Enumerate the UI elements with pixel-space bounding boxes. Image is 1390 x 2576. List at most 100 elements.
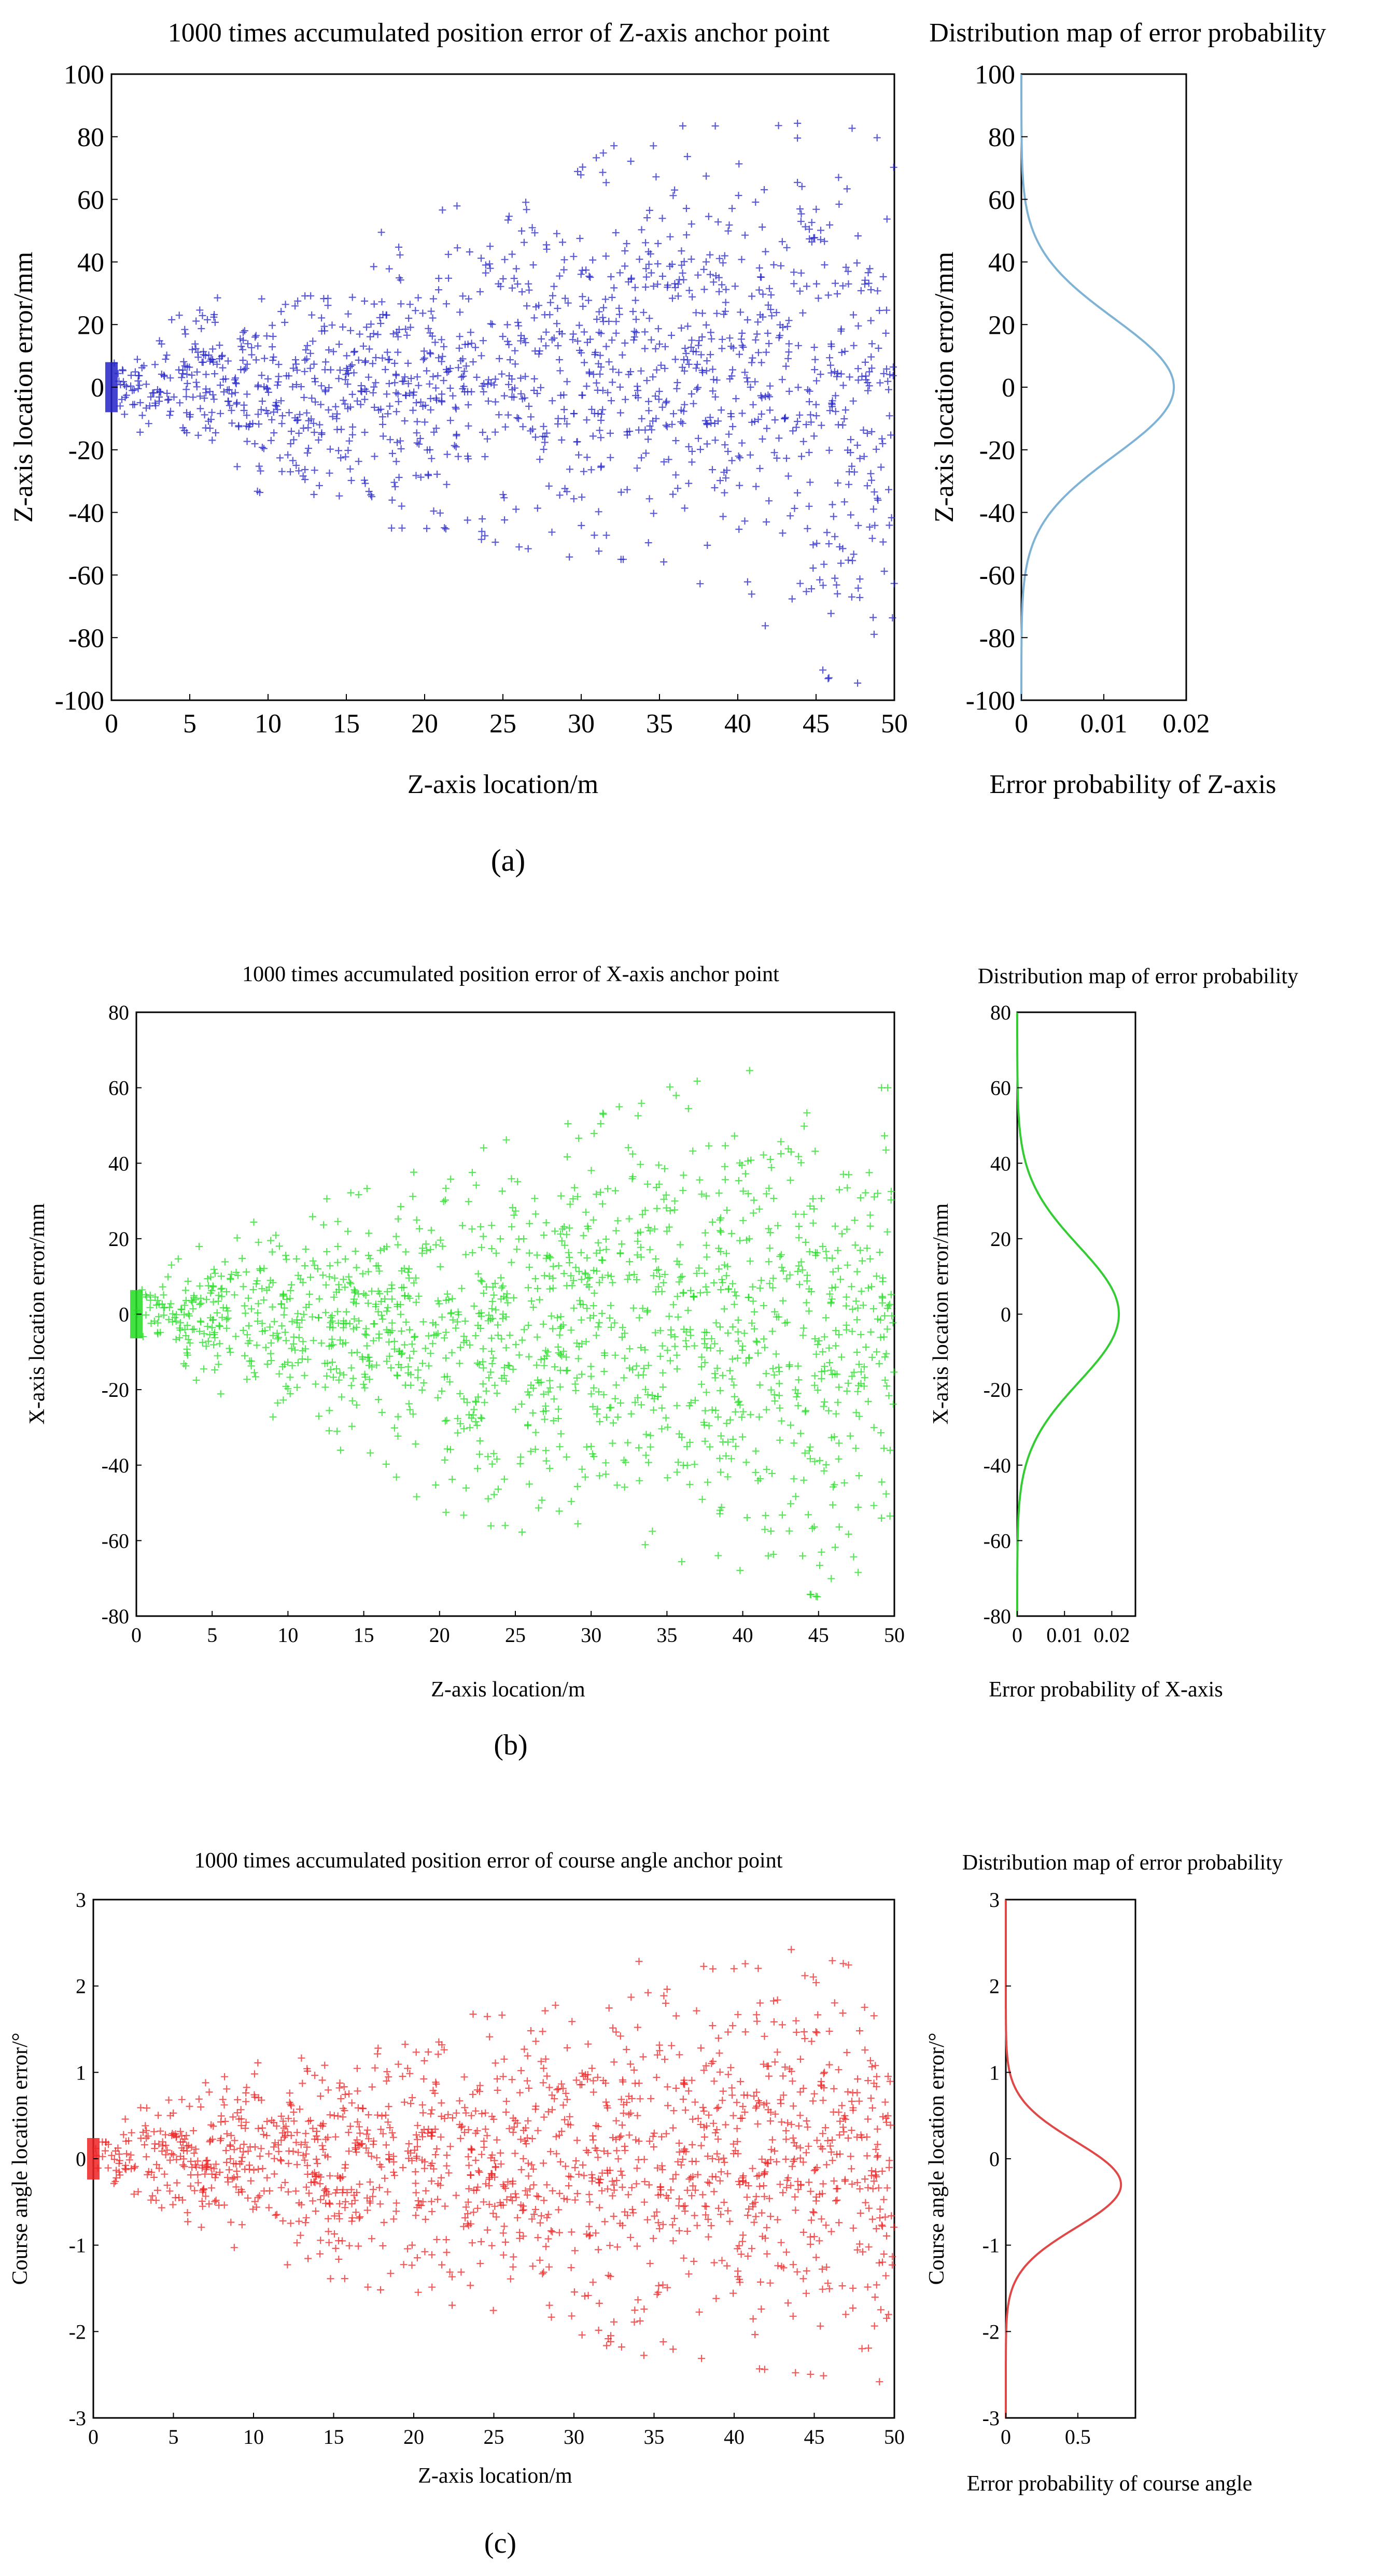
x-tick-label: 50 — [884, 1623, 905, 1647]
scatter-point — [710, 278, 718, 286]
scatter-point — [315, 482, 323, 489]
scatter-point — [306, 364, 314, 372]
scatter-point — [886, 521, 893, 529]
scatter-point — [156, 398, 163, 405]
x-tick-label: 10 — [277, 1623, 298, 1647]
scatter-point — [322, 358, 330, 366]
scatter-point — [612, 229, 620, 236]
scatter-point — [817, 371, 824, 378]
scatter-point — [274, 378, 282, 386]
scatter-point — [879, 440, 887, 447]
dist-x-tick-label: 0.02 — [1093, 1623, 1130, 1647]
scatter-point — [303, 355, 311, 363]
panel-c-dist-y-axis-label: Course angle location error/° — [925, 2033, 949, 2285]
scatter-point — [388, 496, 396, 504]
scatter-point — [543, 245, 551, 253]
scatter-point — [650, 142, 657, 150]
scatter-point — [797, 452, 805, 460]
dist-y-tick-label: 2 — [989, 1975, 1000, 1998]
scatter-point — [439, 352, 446, 360]
dist-y-tick-label: 40 — [990, 1152, 1011, 1175]
scatter-point — [652, 345, 659, 352]
scatter-point — [648, 426, 655, 434]
scatter-point — [307, 292, 315, 300]
scatter-point — [803, 421, 810, 429]
scatter-point — [270, 429, 278, 437]
x-tick-label: 15 — [333, 709, 360, 739]
scatter-point — [369, 360, 376, 367]
scatter-point — [499, 491, 507, 499]
scatter-point — [505, 213, 513, 220]
scatter-point — [808, 585, 816, 592]
scatter-point — [501, 423, 509, 431]
scatter-point — [743, 578, 751, 586]
scatter-point — [464, 388, 471, 395]
scatter-point — [431, 338, 439, 346]
scatter-point — [454, 244, 461, 252]
scatter-point — [810, 344, 818, 351]
scatter-point — [324, 302, 332, 309]
scatter-point — [237, 343, 245, 350]
scatter-point — [792, 423, 800, 431]
scatter-point — [755, 286, 763, 294]
scatter-point — [752, 336, 760, 344]
scatter-point — [570, 410, 578, 418]
scatter-point — [377, 320, 385, 327]
scatter-point — [490, 381, 498, 389]
scatter-point — [850, 311, 857, 319]
scatter-point — [794, 489, 802, 497]
scatter-point — [649, 373, 657, 381]
scatter-point — [597, 417, 605, 424]
scatter-point — [845, 480, 853, 488]
scatter-point — [609, 378, 616, 386]
scatter-point — [642, 449, 650, 457]
scatter-point — [369, 389, 377, 397]
panel-c-x-axis-label: Z-axis location/m — [418, 2464, 572, 2488]
scatter-point — [700, 286, 708, 293]
dist-y-tick-label: -40 — [979, 499, 1015, 528]
dist-y-tick-label: 0 — [1001, 1303, 1011, 1326]
scatter-point — [748, 590, 755, 598]
scatter-point — [703, 172, 710, 180]
scatter-point — [709, 387, 717, 395]
scatter-point — [531, 347, 539, 355]
scatter-point — [728, 457, 736, 464]
scatter-point — [499, 275, 507, 282]
scatter-point — [751, 418, 759, 425]
scatter-point — [284, 451, 292, 459]
scatter-point — [394, 348, 402, 356]
scatter-point — [645, 315, 653, 322]
scatter-point — [744, 378, 752, 386]
scatter-point — [854, 679, 862, 687]
scatter-point — [687, 256, 695, 263]
scatter-point — [513, 414, 521, 421]
scatter-point — [175, 312, 183, 319]
scatter-point — [708, 335, 715, 343]
scatter-point — [523, 302, 531, 310]
scatter-point — [415, 440, 423, 448]
scatter-point — [459, 385, 467, 392]
scatter-point — [383, 311, 390, 319]
x-tick-label: 30 — [568, 709, 595, 739]
scatter-point — [519, 423, 527, 431]
scatter-point — [884, 386, 892, 393]
scatter-point — [367, 320, 375, 328]
scatter-point — [827, 343, 835, 350]
scatter-point — [648, 336, 655, 344]
scatter-point — [554, 342, 562, 349]
scatter-point — [689, 293, 696, 301]
scatter-point — [570, 252, 578, 260]
scatter-point — [796, 411, 804, 419]
scatter-point — [218, 352, 226, 360]
scatter-point — [623, 240, 630, 247]
scatter-point — [749, 401, 757, 408]
scatter-point — [486, 243, 494, 250]
scatter-point — [116, 402, 124, 410]
scatter-point — [632, 316, 640, 323]
scatter-point — [858, 373, 866, 380]
scatter-point — [595, 508, 602, 516]
scatter-point — [813, 540, 821, 547]
scatter-point — [761, 186, 768, 193]
scatter-point — [655, 388, 663, 395]
scatter-point — [868, 364, 876, 372]
